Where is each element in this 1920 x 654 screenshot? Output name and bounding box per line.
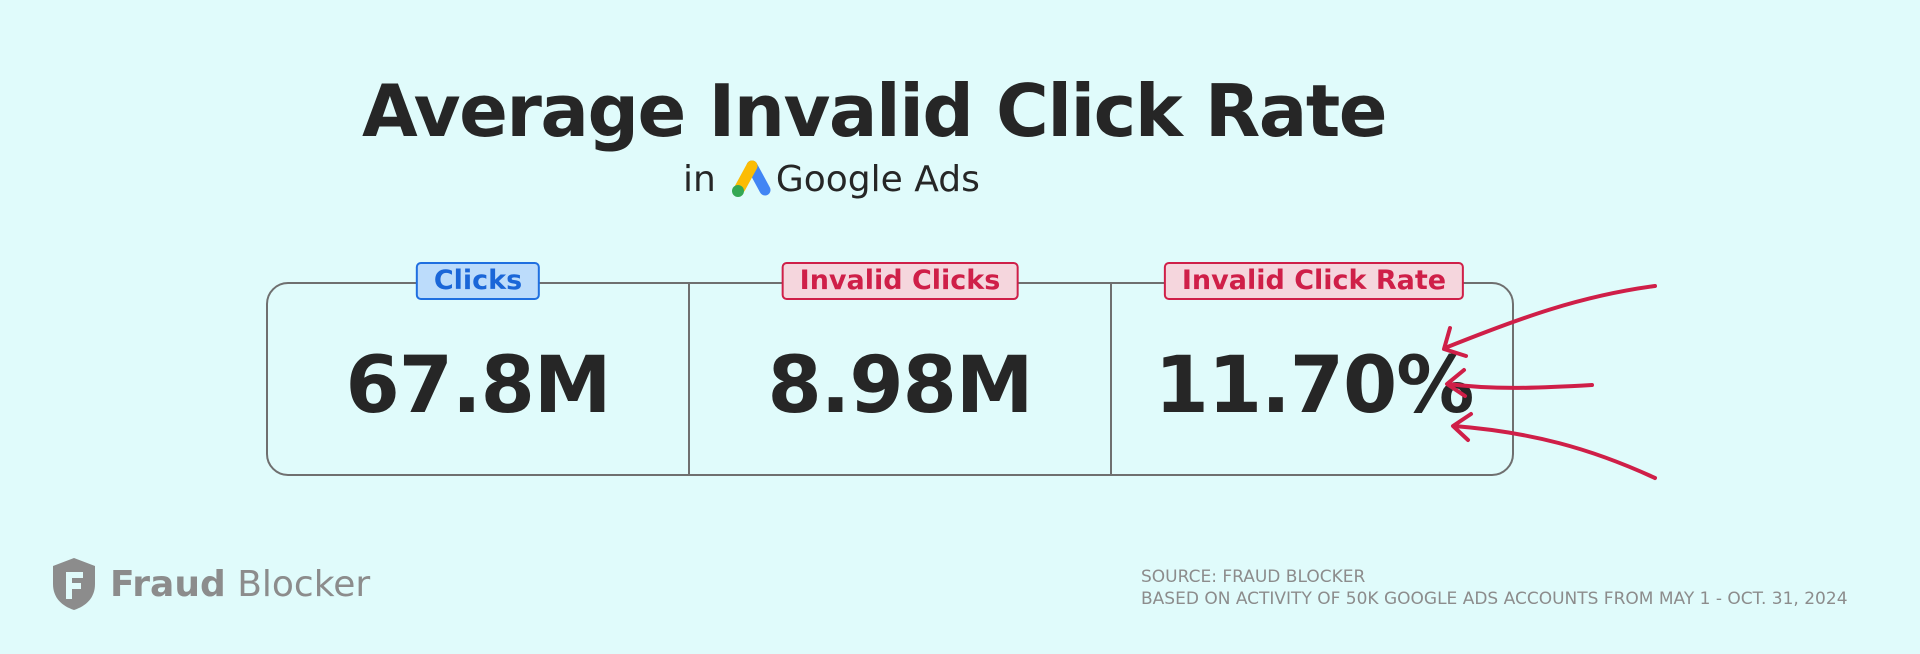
subtitle: in Google Ads: [683, 154, 980, 204]
stat-value-invalid-click-rate: 11.70%: [1154, 341, 1475, 431]
brand-name-blocker: Blocker: [237, 563, 371, 605]
stat-value-clicks: 67.8M: [345, 341, 611, 431]
basis-line: BASED ON ACTIVITY OF 50K GOOGLE ADS ACCO…: [1141, 589, 1848, 609]
page-title: Average Invalid Click Rate: [362, 69, 1388, 153]
brand-name-fraud: Fraud: [110, 563, 226, 605]
subtitle-prefix: in: [683, 158, 716, 200]
source-note: SOURCE: FRAUD BLOCKER BASED ON ACTIVITY …: [1141, 566, 1848, 610]
stats-panel: Clicks 67.8M Invalid Clicks 8.98M Invali…: [266, 262, 1516, 476]
shield-logo-icon: [53, 558, 95, 610]
source-line: SOURCE: FRAUD BLOCKER: [1141, 567, 1366, 587]
stat-label-invalid-clicks: Invalid Clicks: [781, 262, 1019, 300]
stat-label-clicks: Clicks: [415, 262, 541, 300]
pointing-arrows-icon: [1442, 284, 1657, 480]
stat-value-invalid-clicks: 8.98M: [767, 341, 1033, 431]
platform-name: Google Ads: [775, 158, 980, 200]
stat-invalid-clicks: Invalid Clicks 8.98M: [690, 262, 1112, 474]
fraud-blocker-logo: Fraud Blocker: [50, 556, 370, 612]
platform: Google Ads: [730, 159, 980, 200]
stat-clicks: Clicks 67.8M: [268, 262, 690, 474]
google-ads-logo-icon: [731, 160, 771, 197]
stat-label-invalid-click-rate: Invalid Click Rate: [1163, 262, 1465, 300]
stat-invalid-click-rate: Invalid Click Rate 11.70%: [1112, 262, 1516, 474]
